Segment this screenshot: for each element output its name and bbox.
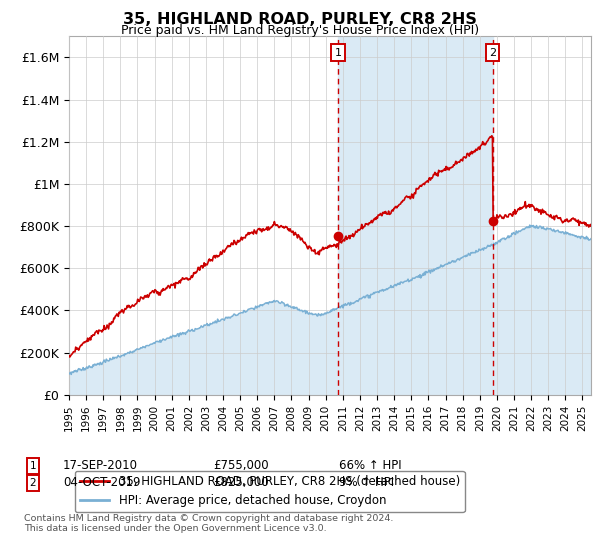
Text: 9% ↑ HPI: 9% ↑ HPI — [339, 476, 394, 489]
Text: £755,000: £755,000 — [213, 459, 269, 473]
Legend: 35, HIGHLAND ROAD, PURLEY, CR8 2HS (detached house), HPI: Average price, detache: 35, HIGHLAND ROAD, PURLEY, CR8 2HS (deta… — [75, 470, 464, 512]
Text: £825,000: £825,000 — [213, 476, 269, 489]
Text: 1: 1 — [29, 461, 37, 471]
Text: 2: 2 — [29, 478, 37, 488]
Text: Contains HM Land Registry data © Crown copyright and database right 2024.
This d: Contains HM Land Registry data © Crown c… — [24, 514, 394, 534]
Bar — [338, 36, 493, 395]
Text: 2: 2 — [489, 48, 496, 58]
Text: 66% ↑ HPI: 66% ↑ HPI — [339, 459, 401, 473]
Text: 17-SEP-2010: 17-SEP-2010 — [63, 459, 138, 473]
Text: Price paid vs. HM Land Registry's House Price Index (HPI): Price paid vs. HM Land Registry's House … — [121, 24, 479, 37]
Text: 1: 1 — [335, 48, 341, 58]
Text: 04-OCT-2019: 04-OCT-2019 — [63, 476, 140, 489]
Text: 35, HIGHLAND ROAD, PURLEY, CR8 2HS: 35, HIGHLAND ROAD, PURLEY, CR8 2HS — [123, 12, 477, 27]
